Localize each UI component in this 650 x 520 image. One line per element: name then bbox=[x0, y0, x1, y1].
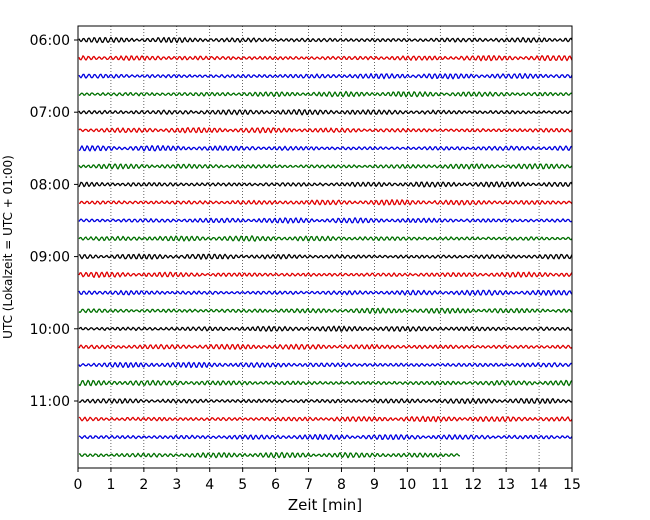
seismic-trace-row bbox=[78, 307, 573, 314]
y-tick-label: 08:00 bbox=[30, 177, 70, 193]
seismic-trace-row bbox=[78, 235, 573, 242]
seismic-trace-row bbox=[78, 90, 573, 98]
y-axis-ticks: 06:00 07:00 08:00 09:00 10:00 11:00 bbox=[30, 33, 78, 410]
seismic-trace-row bbox=[78, 343, 573, 350]
x-tick-label: 0 bbox=[74, 477, 83, 493]
seismic-trace-row bbox=[78, 126, 573, 134]
seismic-trace-row bbox=[78, 271, 573, 279]
seismic-trace-row bbox=[78, 379, 573, 387]
x-tick-label: 11 bbox=[431, 477, 449, 493]
y-tick-label: 09:00 bbox=[30, 250, 70, 266]
seismic-trace-row bbox=[78, 397, 573, 405]
seismic-trace-row bbox=[78, 55, 573, 62]
x-tick-label: 7 bbox=[304, 477, 313, 493]
y-axis-label: UTC (Lokalzeit = UTC + 01:00) bbox=[1, 155, 15, 339]
seismic-trace-row bbox=[78, 253, 573, 260]
seismic-trace-row bbox=[78, 415, 573, 423]
y-tick-label: 10:00 bbox=[30, 322, 70, 338]
x-tick-label: 2 bbox=[139, 477, 148, 493]
y-tick-label: 06:00 bbox=[30, 33, 70, 49]
seismic-trace-row bbox=[78, 108, 573, 116]
x-tick-label: 4 bbox=[205, 477, 214, 493]
seismic-trace-row bbox=[78, 36, 573, 44]
x-axis-ticks: 0 1 2 3 4 5 6 7 8 9 10 11 12 13 14 15 bbox=[74, 468, 581, 493]
y-tick-label: 11:00 bbox=[30, 394, 70, 410]
seismic-traces bbox=[78, 36, 573, 459]
x-tick-label: 12 bbox=[464, 477, 482, 493]
seismic-trace-row bbox=[78, 289, 573, 296]
x-axis-label: Zeit [min] bbox=[288, 496, 362, 514]
seismic-trace-row bbox=[78, 199, 573, 206]
x-tick-label: 6 bbox=[271, 477, 280, 493]
y-tick-label: 07:00 bbox=[30, 105, 70, 121]
seismic-trace-row bbox=[78, 163, 573, 170]
seismic-trace-row bbox=[78, 451, 461, 459]
seismic-trace-row bbox=[78, 181, 573, 188]
seismic-trace-row bbox=[78, 325, 573, 332]
x-tick-label: 14 bbox=[530, 477, 548, 493]
x-tick-label: 15 bbox=[563, 477, 581, 493]
x-tick-label: 5 bbox=[238, 477, 247, 493]
x-tick-label: 9 bbox=[370, 477, 379, 493]
seismic-trace-row bbox=[78, 145, 573, 152]
plot-frame bbox=[77, 25, 573, 469]
x-tick-label: 8 bbox=[337, 477, 346, 493]
seismic-trace-row bbox=[78, 433, 573, 441]
seismic-trace-row bbox=[78, 217, 573, 224]
x-tick-label: 10 bbox=[398, 477, 416, 493]
seismic-trace-row bbox=[78, 361, 573, 369]
seismic-trace-row bbox=[78, 72, 573, 80]
x-tick-label: 3 bbox=[172, 477, 181, 493]
x-tick-label: 1 bbox=[106, 477, 115, 493]
x-tick-label: 13 bbox=[497, 477, 515, 493]
